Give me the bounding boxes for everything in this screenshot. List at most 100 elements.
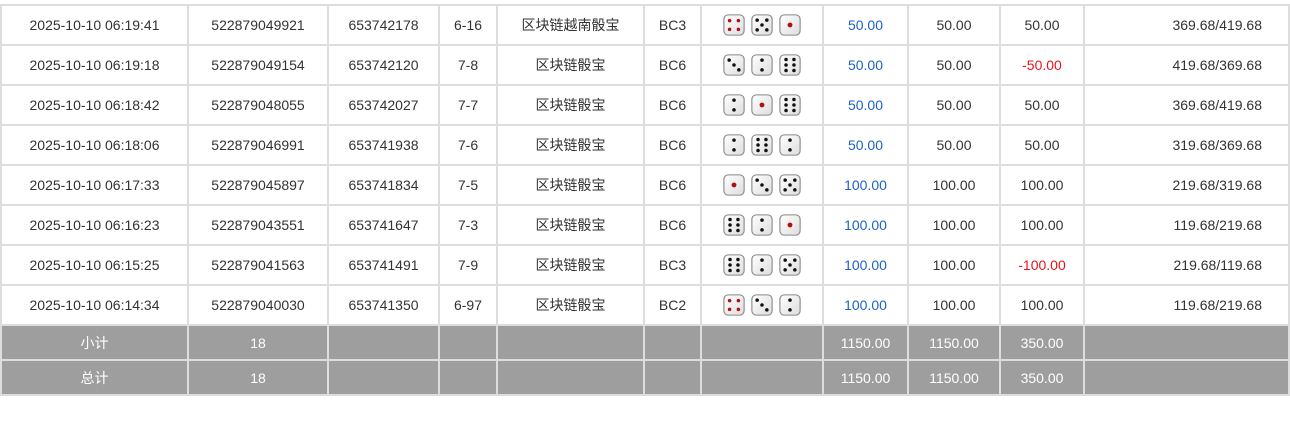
- bet-time: 2025-10-10 06:14:34: [0, 284, 189, 326]
- win-loss: 50.00: [999, 4, 1085, 46]
- die-4-icon: [723, 14, 745, 36]
- win-loss: 50.00: [999, 124, 1085, 166]
- table-code: BC6: [643, 164, 702, 206]
- order-number: 522879049921: [187, 4, 329, 46]
- bet-amount: 100.00: [822, 244, 909, 286]
- bet-amount: 100.00: [822, 204, 909, 246]
- balance: 319.68/369.68: [1083, 124, 1290, 166]
- dice-result: [700, 284, 824, 326]
- win-loss: 100.00: [999, 204, 1085, 246]
- subtotal-row: 小计 18 1150.00 1150.00 350.00: [0, 324, 1290, 361]
- valid-amount: 100.00: [907, 284, 1001, 326]
- bet-amount: 50.00: [822, 44, 909, 86]
- valid-amount: 50.00: [907, 44, 1001, 86]
- valid-amount: 50.00: [907, 84, 1001, 126]
- bet-amount: 100.00: [822, 164, 909, 206]
- bet-amount: 50.00: [822, 84, 909, 126]
- round: 6-97: [438, 284, 498, 326]
- footer-label: 总计: [0, 359, 189, 396]
- win-loss: -100.00: [999, 244, 1085, 286]
- table-row: 2025-10-10 06:17:33 522879045897 653741834…: [0, 164, 1290, 206]
- round: 7-3: [438, 204, 498, 246]
- die-5-icon: [779, 254, 801, 276]
- die-2-icon: [723, 94, 745, 116]
- table-row: 2025-10-10 06:14:34 522879040030 653741350…: [0, 284, 1290, 326]
- table-row: 2025-10-10 06:19:41 522879049921 653742178…: [0, 4, 1290, 46]
- issue-number: 653742178: [327, 4, 440, 46]
- order-number: 522879045897: [187, 164, 329, 206]
- order-number: 522879041563: [187, 244, 329, 286]
- valid-amount: 50.00: [907, 4, 1001, 46]
- game-name: 区块链骰宝: [496, 44, 645, 86]
- bet-time: 2025-10-10 06:15:25: [0, 244, 189, 286]
- order-number: 522879046991: [187, 124, 329, 166]
- win-loss: 100.00: [999, 284, 1085, 326]
- die-2-icon: [751, 54, 773, 76]
- balance: 119.68/219.68: [1083, 284, 1290, 326]
- issue-number: 653741938: [327, 124, 440, 166]
- balance: 369.68/419.68: [1083, 84, 1290, 126]
- issue-number: 653741647: [327, 204, 440, 246]
- valid-amount: 100.00: [907, 164, 1001, 206]
- valid-amount: 100.00: [907, 244, 1001, 286]
- table-code: BC6: [643, 124, 702, 166]
- footer-valid: 1150.00: [907, 324, 1001, 361]
- balance: 119.68/219.68: [1083, 204, 1290, 246]
- dice-result: [700, 4, 824, 46]
- balance: 419.68/369.68: [1083, 44, 1290, 86]
- round: 7-5: [438, 164, 498, 206]
- table-row: 2025-10-10 06:18:06 522879046991 653741938…: [0, 124, 1290, 166]
- game-name: 区块链骰宝: [496, 204, 645, 246]
- issue-number: 653741834: [327, 164, 440, 206]
- order-number: 522879040030: [187, 284, 329, 326]
- die-6-icon: [779, 54, 801, 76]
- bet-time: 2025-10-10 06:17:33: [0, 164, 189, 206]
- win-loss: 50.00: [999, 84, 1085, 126]
- die-4-icon: [723, 294, 745, 316]
- round: 7-9: [438, 244, 498, 286]
- die-6-icon: [723, 254, 745, 276]
- bet-time: 2025-10-10 06:19:18: [0, 44, 189, 86]
- dice-result: [700, 244, 824, 286]
- die-2-icon: [779, 294, 801, 316]
- bet-time: 2025-10-10 06:19:41: [0, 4, 189, 46]
- bet-amount: 50.00: [822, 124, 909, 166]
- order-number: 522879043551: [187, 204, 329, 246]
- game-name: 区块链越南骰宝: [496, 4, 645, 46]
- bet-records-table: 2025-10-10 06:19:41 522879049921 653742178…: [0, 4, 1290, 396]
- game-name: 区块链骰宝: [496, 284, 645, 326]
- bet-time: 2025-10-10 06:16:23: [0, 204, 189, 246]
- game-name: 区块链骰宝: [496, 164, 645, 206]
- round: 7-8: [438, 44, 498, 86]
- bet-amount: 100.00: [822, 284, 909, 326]
- win-loss: -50.00: [999, 44, 1085, 86]
- table-row: 2025-10-10 06:16:23 522879043551 653741647…: [0, 204, 1290, 246]
- footer-bet: 1150.00: [822, 359, 909, 396]
- die-1-icon: [779, 14, 801, 36]
- die-2-icon: [751, 254, 773, 276]
- table-code: BC2: [643, 284, 702, 326]
- table-code: BC6: [643, 204, 702, 246]
- die-1-icon: [751, 94, 773, 116]
- round: 7-6: [438, 124, 498, 166]
- win-loss: 100.00: [999, 164, 1085, 206]
- game-name: 区块链骰宝: [496, 244, 645, 286]
- balance: 219.68/119.68: [1083, 244, 1290, 286]
- table-row: 2025-10-10 06:19:18 522879049154 653742120…: [0, 44, 1290, 86]
- footer-count: 18: [187, 359, 329, 396]
- dice-result: [700, 164, 824, 206]
- die-1-icon: [779, 214, 801, 236]
- table-code: BC3: [643, 4, 702, 46]
- valid-amount: 50.00: [907, 124, 1001, 166]
- round: 6-16: [438, 4, 498, 46]
- die-5-icon: [751, 14, 773, 36]
- footer-win: 350.00: [999, 359, 1085, 396]
- footer-valid: 1150.00: [907, 359, 1001, 396]
- die-6-icon: [779, 94, 801, 116]
- balance: 369.68/419.68: [1083, 4, 1290, 46]
- table-code: BC6: [643, 84, 702, 126]
- bet-time: 2025-10-10 06:18:06: [0, 124, 189, 166]
- order-number: 522879048055: [187, 84, 329, 126]
- die-2-icon: [723, 134, 745, 156]
- bet-amount: 50.00: [822, 4, 909, 46]
